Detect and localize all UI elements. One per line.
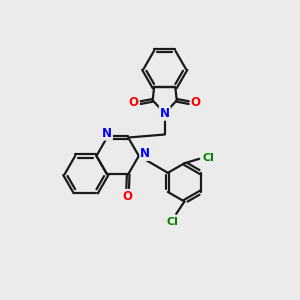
- Text: O: O: [129, 96, 139, 109]
- Text: Cl: Cl: [202, 153, 214, 163]
- Text: N: N: [140, 147, 150, 160]
- Text: N: N: [102, 127, 112, 140]
- Text: O: O: [190, 96, 201, 109]
- Text: O: O: [123, 190, 133, 203]
- Text: N: N: [160, 107, 170, 120]
- Text: Cl: Cl: [167, 217, 178, 227]
